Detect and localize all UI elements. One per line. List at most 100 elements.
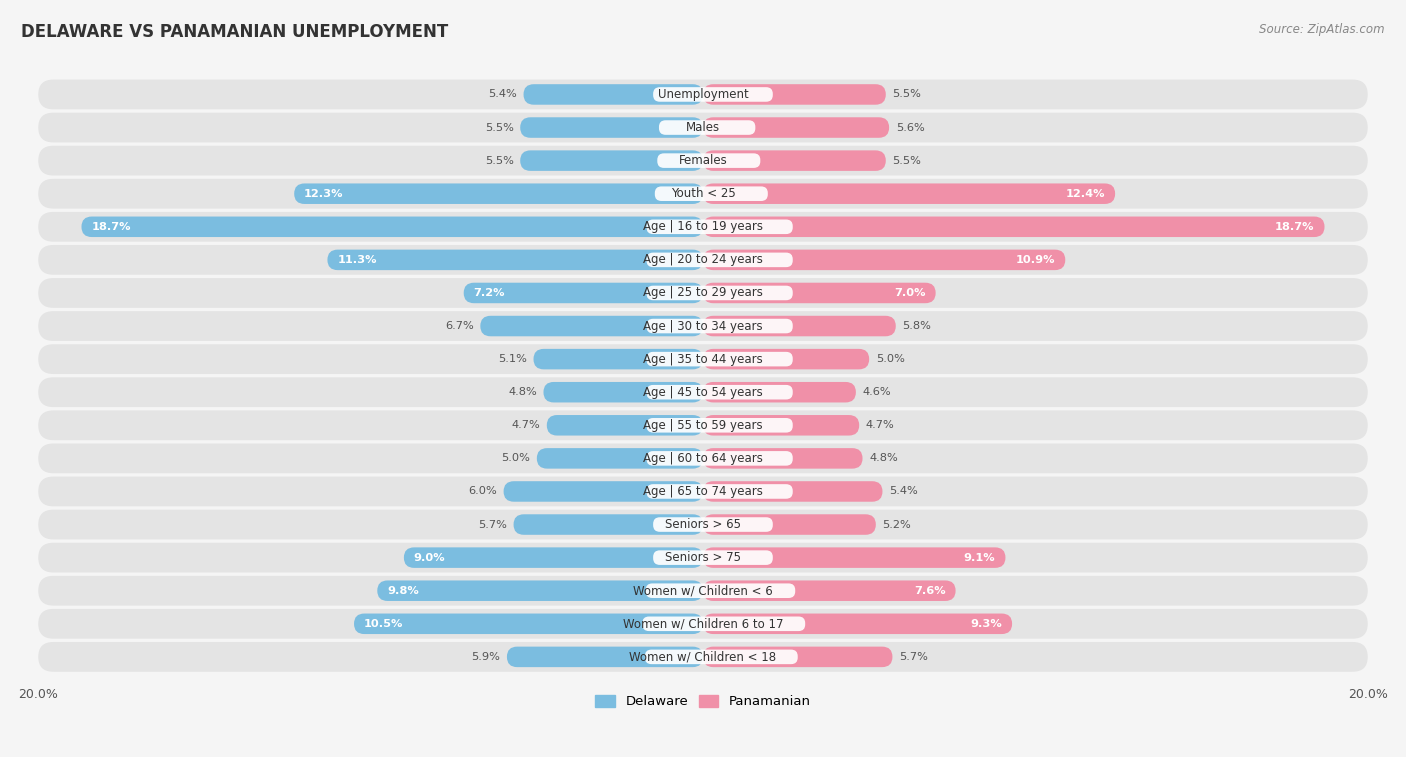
Text: Age | 16 to 19 years: Age | 16 to 19 years (643, 220, 763, 233)
FancyBboxPatch shape (659, 120, 755, 135)
Text: Women w/ Children < 6: Women w/ Children < 6 (633, 584, 773, 597)
Text: 12.4%: 12.4% (1066, 188, 1105, 198)
Text: 5.8%: 5.8% (903, 321, 931, 331)
Text: Youth < 25: Youth < 25 (671, 187, 735, 200)
Text: Age | 25 to 29 years: Age | 25 to 29 years (643, 286, 763, 300)
FancyBboxPatch shape (703, 547, 1005, 568)
Text: 7.0%: 7.0% (894, 288, 925, 298)
FancyBboxPatch shape (464, 282, 703, 304)
FancyBboxPatch shape (647, 352, 793, 366)
FancyBboxPatch shape (38, 245, 1368, 275)
FancyBboxPatch shape (38, 212, 1368, 241)
Text: 4.8%: 4.8% (508, 388, 537, 397)
FancyBboxPatch shape (703, 349, 869, 369)
Text: 6.0%: 6.0% (468, 487, 496, 497)
Text: Age | 30 to 34 years: Age | 30 to 34 years (643, 319, 763, 332)
FancyBboxPatch shape (647, 484, 793, 499)
FancyBboxPatch shape (647, 285, 793, 301)
FancyBboxPatch shape (533, 349, 703, 369)
FancyBboxPatch shape (38, 477, 1368, 506)
FancyBboxPatch shape (654, 550, 773, 565)
FancyBboxPatch shape (703, 151, 886, 171)
FancyBboxPatch shape (520, 117, 703, 138)
Text: 4.7%: 4.7% (866, 420, 894, 430)
FancyBboxPatch shape (703, 581, 956, 601)
FancyBboxPatch shape (294, 183, 703, 204)
Text: 9.8%: 9.8% (387, 586, 419, 596)
FancyBboxPatch shape (537, 448, 703, 469)
FancyBboxPatch shape (703, 84, 886, 104)
Text: 10.5%: 10.5% (364, 618, 404, 629)
Text: Age | 55 to 59 years: Age | 55 to 59 years (643, 419, 763, 431)
FancyBboxPatch shape (38, 410, 1368, 440)
FancyBboxPatch shape (508, 646, 703, 667)
FancyBboxPatch shape (657, 154, 761, 168)
Text: 10.9%: 10.9% (1015, 255, 1056, 265)
FancyBboxPatch shape (38, 278, 1368, 308)
FancyBboxPatch shape (547, 415, 703, 435)
Text: 5.5%: 5.5% (485, 123, 513, 132)
Text: 5.2%: 5.2% (883, 519, 911, 530)
Text: 4.7%: 4.7% (512, 420, 540, 430)
FancyBboxPatch shape (654, 87, 773, 101)
Text: Women w/ Children < 18: Women w/ Children < 18 (630, 650, 776, 663)
FancyBboxPatch shape (703, 415, 859, 435)
Text: Age | 45 to 54 years: Age | 45 to 54 years (643, 386, 763, 399)
Text: Age | 60 to 64 years: Age | 60 to 64 years (643, 452, 763, 465)
Text: Age | 35 to 44 years: Age | 35 to 44 years (643, 353, 763, 366)
FancyBboxPatch shape (377, 581, 703, 601)
Text: Age | 20 to 24 years: Age | 20 to 24 years (643, 254, 763, 266)
FancyBboxPatch shape (503, 481, 703, 502)
FancyBboxPatch shape (647, 319, 793, 333)
Text: 5.7%: 5.7% (898, 652, 928, 662)
FancyBboxPatch shape (703, 514, 876, 534)
Text: DELAWARE VS PANAMANIAN UNEMPLOYMENT: DELAWARE VS PANAMANIAN UNEMPLOYMENT (21, 23, 449, 41)
FancyBboxPatch shape (513, 514, 703, 534)
Text: 6.7%: 6.7% (444, 321, 474, 331)
Text: 5.0%: 5.0% (502, 453, 530, 463)
Text: Males: Males (686, 121, 720, 134)
Text: Unemployment: Unemployment (658, 88, 748, 101)
Text: 5.4%: 5.4% (889, 487, 918, 497)
FancyBboxPatch shape (328, 250, 703, 270)
FancyBboxPatch shape (645, 584, 796, 598)
FancyBboxPatch shape (703, 282, 935, 304)
Text: Women w/ Children 6 to 17: Women w/ Children 6 to 17 (623, 617, 783, 631)
FancyBboxPatch shape (38, 576, 1368, 606)
FancyBboxPatch shape (647, 451, 793, 466)
FancyBboxPatch shape (703, 217, 1324, 237)
Text: 5.0%: 5.0% (876, 354, 904, 364)
FancyBboxPatch shape (38, 311, 1368, 341)
FancyBboxPatch shape (655, 186, 768, 201)
FancyBboxPatch shape (703, 646, 893, 667)
FancyBboxPatch shape (647, 418, 793, 432)
Text: 5.7%: 5.7% (478, 519, 508, 530)
Text: 18.7%: 18.7% (91, 222, 131, 232)
Text: 7.6%: 7.6% (914, 586, 946, 596)
Text: 5.1%: 5.1% (498, 354, 527, 364)
Text: Seniors > 65: Seniors > 65 (665, 518, 741, 531)
FancyBboxPatch shape (523, 84, 703, 104)
FancyBboxPatch shape (38, 642, 1368, 671)
FancyBboxPatch shape (82, 217, 703, 237)
FancyBboxPatch shape (643, 616, 806, 631)
FancyBboxPatch shape (654, 517, 773, 532)
FancyBboxPatch shape (38, 609, 1368, 639)
FancyBboxPatch shape (38, 146, 1368, 176)
Text: 9.3%: 9.3% (970, 618, 1002, 629)
Text: 5.4%: 5.4% (488, 89, 517, 99)
FancyBboxPatch shape (703, 183, 1115, 204)
FancyBboxPatch shape (647, 253, 793, 267)
FancyBboxPatch shape (404, 547, 703, 568)
Text: 9.0%: 9.0% (413, 553, 446, 562)
Text: 5.5%: 5.5% (893, 156, 921, 166)
Text: 5.9%: 5.9% (471, 652, 501, 662)
Text: Females: Females (679, 154, 727, 167)
FancyBboxPatch shape (354, 613, 703, 634)
FancyBboxPatch shape (38, 79, 1368, 109)
Text: 4.8%: 4.8% (869, 453, 898, 463)
FancyBboxPatch shape (703, 250, 1066, 270)
FancyBboxPatch shape (481, 316, 703, 336)
FancyBboxPatch shape (703, 316, 896, 336)
Text: 12.3%: 12.3% (304, 188, 343, 198)
